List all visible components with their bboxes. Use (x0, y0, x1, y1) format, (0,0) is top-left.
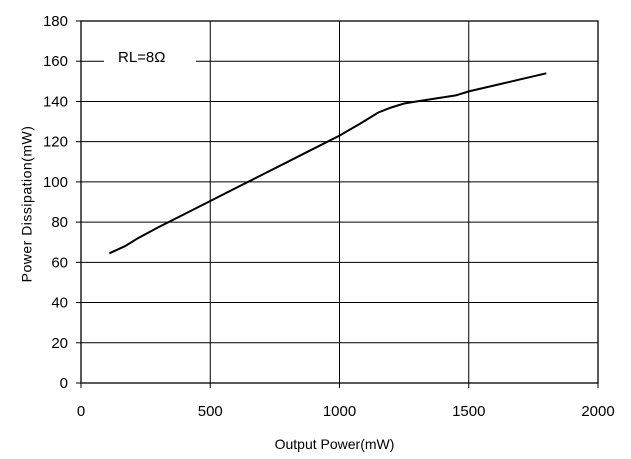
annotation-background (104, 44, 196, 72)
x-axis: 0 500 1000 1500 2000 (77, 383, 615, 420)
y-tick-label-1: 20 (51, 335, 68, 352)
y-tick-label-9: 180 (43, 13, 68, 30)
y-tick-label-2: 40 (51, 295, 68, 312)
y-axis: 0 20 40 60 80 100 120 140 160 180 (43, 13, 81, 392)
grid (81, 21, 598, 383)
annotation-label: RL=8Ω (118, 49, 166, 66)
y-tick-label-0: 0 (60, 375, 68, 392)
x-tick-label-3: 1500 (452, 403, 485, 420)
y-tick-label-8: 160 (43, 53, 68, 70)
y-tick-label-5: 100 (43, 174, 68, 191)
annotation-box: RL=8Ω (104, 44, 196, 72)
x-tick-label-1: 500 (198, 403, 223, 420)
x-tick-label-0: 0 (77, 403, 85, 420)
series-line (108, 72, 547, 255)
x-tick-label-2: 1000 (323, 403, 356, 420)
y-tick-label-7: 140 (43, 93, 68, 110)
y-tick-label-6: 120 (43, 134, 68, 151)
x-tick-label-4: 2000 (581, 403, 614, 420)
y-tick-label-3: 60 (51, 254, 68, 271)
x-axis-title: Output Power(mW) (275, 436, 395, 452)
y-axis-title: Power Dissipation(mW) (19, 126, 35, 283)
y-tick-label-4: 80 (51, 214, 68, 231)
